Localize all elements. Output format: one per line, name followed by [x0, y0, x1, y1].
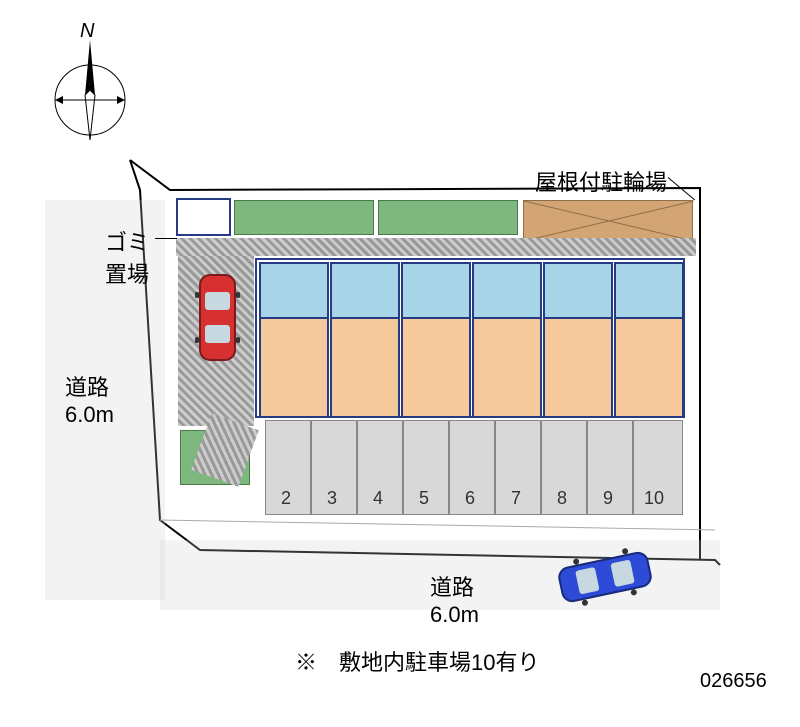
parking-space: 2 [265, 420, 311, 515]
leader-line [155, 238, 177, 239]
bathroom [331, 263, 399, 318]
parking-number: 7 [511, 488, 521, 509]
parking-note-label: ※ 敷地内駐車場10有り [295, 645, 539, 677]
parking-space: 10 [633, 420, 683, 515]
planting-top-1 [234, 200, 374, 235]
site-plan: N [0, 0, 800, 727]
parking-space: 4 [357, 420, 403, 515]
unit-3 [401, 262, 471, 418]
living-room [544, 318, 612, 417]
road-bottom-label: 道路 6.0m [430, 570, 479, 628]
living-room [473, 318, 541, 417]
trash-area-label: ゴミ 置場 [105, 225, 149, 289]
parking-number: 8 [557, 488, 567, 509]
bathroom [260, 263, 328, 318]
unit-5 [543, 262, 613, 418]
living-room [402, 318, 470, 417]
parking-number: 6 [465, 488, 475, 509]
parking-number: 4 [373, 488, 383, 509]
reference-number-label: 026656 [700, 670, 767, 693]
parking-space: 8 [541, 420, 587, 515]
car-red-icon [195, 270, 240, 365]
unit-1 [259, 262, 329, 418]
parking-space: 7 [495, 420, 541, 515]
living-room [331, 318, 399, 417]
parking-number: 10 [644, 488, 664, 509]
parking-space: 9 [587, 420, 633, 515]
parking-space: 3 [311, 420, 357, 515]
parking-row: 2 3 4 5 6 7 8 9 10 [265, 420, 685, 520]
unit-4 [472, 262, 542, 418]
parking-space: 5 [403, 420, 449, 515]
unit-6 [614, 262, 684, 418]
living-room [615, 318, 683, 417]
bathroom [544, 263, 612, 318]
bathroom [473, 263, 541, 318]
road-left-label: 道路 6.0m [65, 370, 114, 428]
walkway-top [176, 238, 696, 256]
living-room [260, 318, 328, 417]
planting-top-2 [378, 200, 518, 235]
parking-number: 3 [327, 488, 337, 509]
parking-number: 2 [281, 488, 291, 509]
parking-space: 6 [449, 420, 495, 515]
trash-area-box [176, 198, 231, 236]
bathroom [615, 263, 683, 318]
apartment-building [255, 258, 685, 418]
parking-number: 5 [419, 488, 429, 509]
bike-parking-area [523, 200, 693, 240]
unit-2 [330, 262, 400, 418]
bathroom [402, 263, 470, 318]
parking-number: 9 [603, 488, 613, 509]
bike-parking-label: 屋根付駐輪場 [535, 165, 667, 197]
